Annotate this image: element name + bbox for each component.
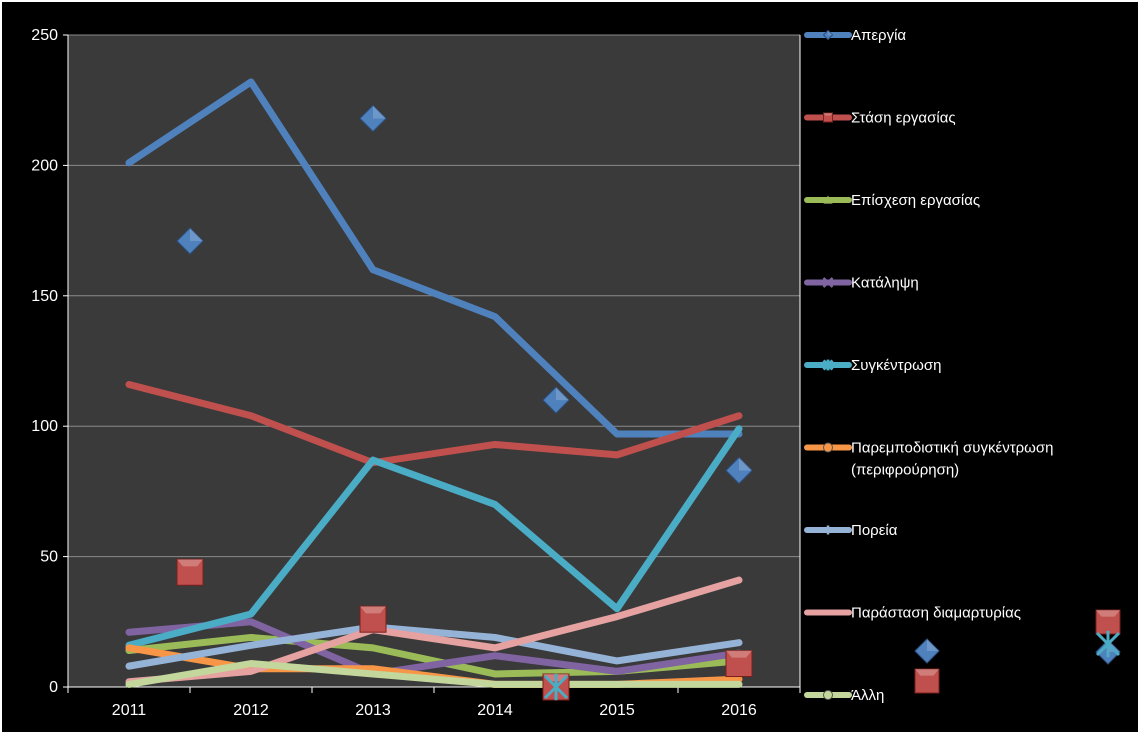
x-tick-label-2016: 2016 (721, 702, 757, 719)
x-tick-label-2014: 2014 (477, 702, 513, 719)
legend-swatch-marker-highlight (823, 113, 833, 116)
marker-square-4-highlight (177, 559, 203, 567)
series-line-0 (125, 78, 743, 438)
legend-swatch-marker (823, 525, 833, 535)
legend-entry-7: Παράσταση διαμαρτυρίας (804, 605, 1021, 622)
legend-entry-8: Άλλη (804, 687, 884, 704)
legend-label: (περιφρούρηση) (851, 462, 959, 479)
legend-swatch-marker-highlight (828, 30, 833, 35)
marker-square-4-shape (176, 558, 204, 586)
x-tick-label-2012: 2012 (233, 702, 269, 719)
legend-stray-square-1-highlight (915, 669, 939, 676)
legend-label: Κατάληψη (851, 275, 919, 292)
series-line-7 (125, 576, 743, 686)
legend: Απεργία Στάση εργασίας Επίσχεση εργασίας Κα… (804, 27, 1121, 704)
marker-star-8 (543, 673, 569, 701)
legend-label: Άλλη (851, 687, 884, 704)
legend-entry-4: Συγκέντρωση (804, 357, 941, 374)
marker-diamond-3-shape (725, 456, 753, 485)
legend-swatch-marker (823, 690, 833, 700)
marker-square-4 (176, 558, 204, 586)
marker-square-5-shape (359, 605, 387, 633)
legend-entry-5: Παρεμποδιστική συγκέντρωση (περιφρούρηση) (804, 440, 1053, 479)
tick-labels: 0 50 100 150 200 250 2011 2012 2013 2014 2015 2016 (31, 27, 757, 719)
y-tick-label: 50 (40, 549, 58, 566)
legend-label: Απεργία (851, 27, 906, 44)
marker-diamond-1-highlight (373, 105, 386, 119)
marker-diamond-2-highlight (556, 387, 569, 401)
legend-label: Πορεία (851, 522, 898, 539)
y-tick-label: 250 (31, 27, 58, 44)
legend-entry-2: Επίσχεση εργασίας (804, 192, 980, 209)
legend-stray-square-3 (1095, 609, 1121, 635)
marker-diamond-3-highlight (739, 457, 752, 471)
marker-square-7-highlight (726, 650, 752, 658)
x-tick-label-2011: 2011 (112, 702, 147, 719)
marker-diamond-0 (176, 227, 204, 255)
legend-entry-0: Απεργία (804, 27, 906, 44)
marker-diamond-0-highlight (190, 228, 203, 242)
legend-swatch-marker (822, 359, 834, 371)
legend-label: Συγκέντρωση (851, 357, 941, 374)
series-line-3 (125, 618, 743, 678)
marker-square-7 (725, 650, 753, 678)
series-line-4 (125, 425, 743, 649)
legend-entry-3: Κατάληψη (804, 275, 919, 292)
legend-stray-square-1 (914, 668, 940, 694)
legend-stray-square-1-shape (914, 668, 940, 694)
legend-swatch-marker-b (822, 277, 834, 288)
marker-diamond-3 (725, 456, 753, 485)
legend-swatch-marker (822, 277, 834, 288)
marker-diamond-2 (542, 386, 570, 414)
legend-stray-diamond-0-highlight (927, 639, 939, 651)
series-lines (125, 78, 743, 688)
series-line-1 (125, 380, 743, 467)
legend-swatch-marker-shape (823, 112, 833, 123)
marker-square-5 (359, 605, 387, 633)
legend-stray-diamond-0 (914, 638, 940, 664)
legend-label: Παράσταση διαμαρτυρίας (851, 605, 1021, 622)
legend-label: Παρεμποδιστική συγκέντρωση (851, 440, 1053, 457)
data-markers (176, 104, 753, 701)
x-tick-label-2013: 2013 (355, 702, 391, 719)
legend-swatch-marker (823, 112, 833, 123)
legend-swatch-marker (823, 195, 833, 204)
legend-swatch-marker-shape (822, 29, 834, 41)
legend-stray-diamond-0-shape (914, 638, 940, 664)
x-tick-label-2015: 2015 (599, 702, 635, 719)
marker-diamond-2-shape (542, 386, 570, 414)
y-tick-label: 200 (31, 157, 58, 174)
series-line-6 (125, 623, 743, 670)
marker-diamond-0-shape (176, 227, 204, 255)
legend-swatch-marker (823, 442, 833, 453)
y-tick-label: 0 (49, 679, 58, 696)
y-tick-label: 100 (31, 418, 58, 435)
legend-label: Στάση εργασίας (851, 110, 956, 127)
y-tick-label: 150 (31, 288, 58, 305)
marker-diamond-1-shape (359, 104, 387, 133)
legend-stray-square-3-highlight (1096, 610, 1120, 617)
legend-swatch-marker (822, 29, 834, 41)
marker-square-5-highlight (360, 606, 386, 614)
legend-stray-star-4 (1095, 630, 1121, 658)
marker-square-7-shape (725, 650, 753, 678)
series-line-8 (125, 660, 743, 688)
legend-entry-1: Στάση εργασίας (804, 110, 956, 127)
legend-entry-6: Πορεία (804, 522, 898, 539)
marker-diamond-1 (359, 104, 387, 133)
legend-label: Επίσχεση εργασίας (851, 192, 980, 209)
legend-stray-square-3-shape (1095, 609, 1121, 635)
